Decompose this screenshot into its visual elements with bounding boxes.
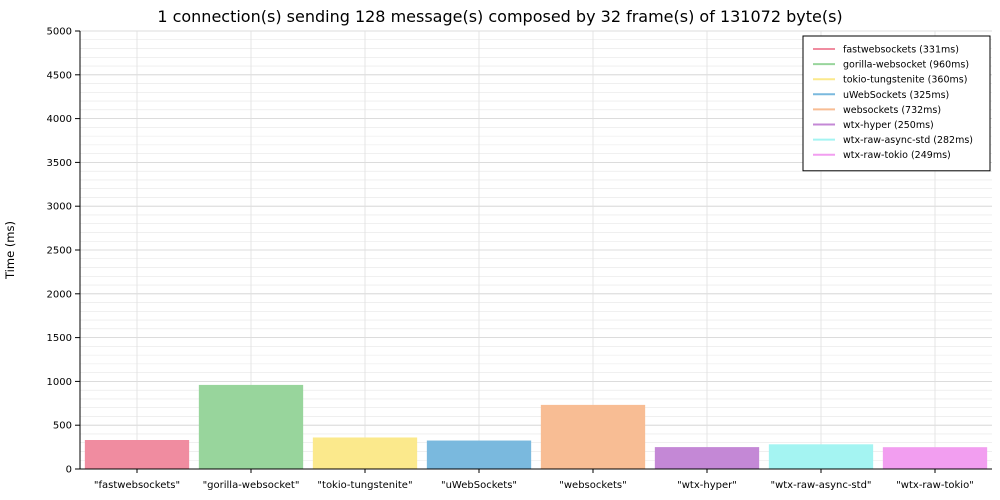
x-tick-label: "wtx-hyper" [677,480,737,491]
x-tick-label: "tokio-tungstenite" [317,480,412,491]
y-tick-label: 1500 [47,333,72,344]
bar-fastwebsockets [84,440,190,469]
legend-entry: wtx-raw-tokio (249ms) [843,150,951,161]
y-ticks: 0 500 1000 1500 2000 2500 3000 3500 4000 4500 5000 [47,27,80,476]
bar-wtx-raw-tokio [882,447,988,469]
y-tick-label: 3500 [47,158,72,169]
legend-entry: gorilla-websocket (960ms) [843,60,969,71]
bar-websockets [540,404,646,469]
bar-gorilla-websocket [198,384,304,469]
x-tick-label: "wtx-raw-tokio" [896,480,974,491]
y-tick-label: 4500 [47,70,72,81]
y-tick-label: 4000 [47,114,72,125]
y-tick-label: 1000 [47,377,72,388]
x-tick-label: "fastwebsockets" [94,480,180,491]
bar-wtx-hyper [654,447,760,469]
y-tick-label: 3000 [47,202,72,213]
legend-entry: uWebSockets (325ms) [843,90,949,101]
legend-entry: websockets (732ms) [843,105,941,116]
x-tick-label: "uWebSockets" [441,480,517,491]
legend-entry: wtx-hyper (250ms) [843,120,934,131]
chart-title: 1 connection(s) sending 128 message(s) c… [157,7,842,26]
y-tick-label: 500 [53,421,72,432]
bar-tokio-tungstenite [312,437,418,469]
legend-box [802,35,991,172]
bars [84,384,988,469]
x-tick-label: "gorilla-websocket" [203,480,300,491]
y-tick-label: 0 [66,465,72,476]
y-tick-label: 5000 [47,27,72,38]
y-axis-label: Time (ms) [3,221,17,280]
x-tick-label: "websockets" [559,480,626,491]
x-tick-label: "wtx-raw-async-std" [770,480,871,491]
bar-wtx-raw-async-std [768,444,874,469]
y-tick-label: 2500 [47,246,72,257]
x-ticks: "fastwebsockets" "gorilla-websocket" "toki… [94,469,974,491]
legend: fastwebsockets (331ms) gorilla-websocket … [802,35,991,172]
bar-uWebSockets [426,440,532,469]
legend-entry: fastwebsockets (331ms) [843,45,959,56]
y-tick-label: 2000 [47,289,72,300]
legend-entry: tokio-tungstenite (360ms) [843,75,967,86]
legend-entry: wtx-raw-async-std (282ms) [843,135,973,146]
